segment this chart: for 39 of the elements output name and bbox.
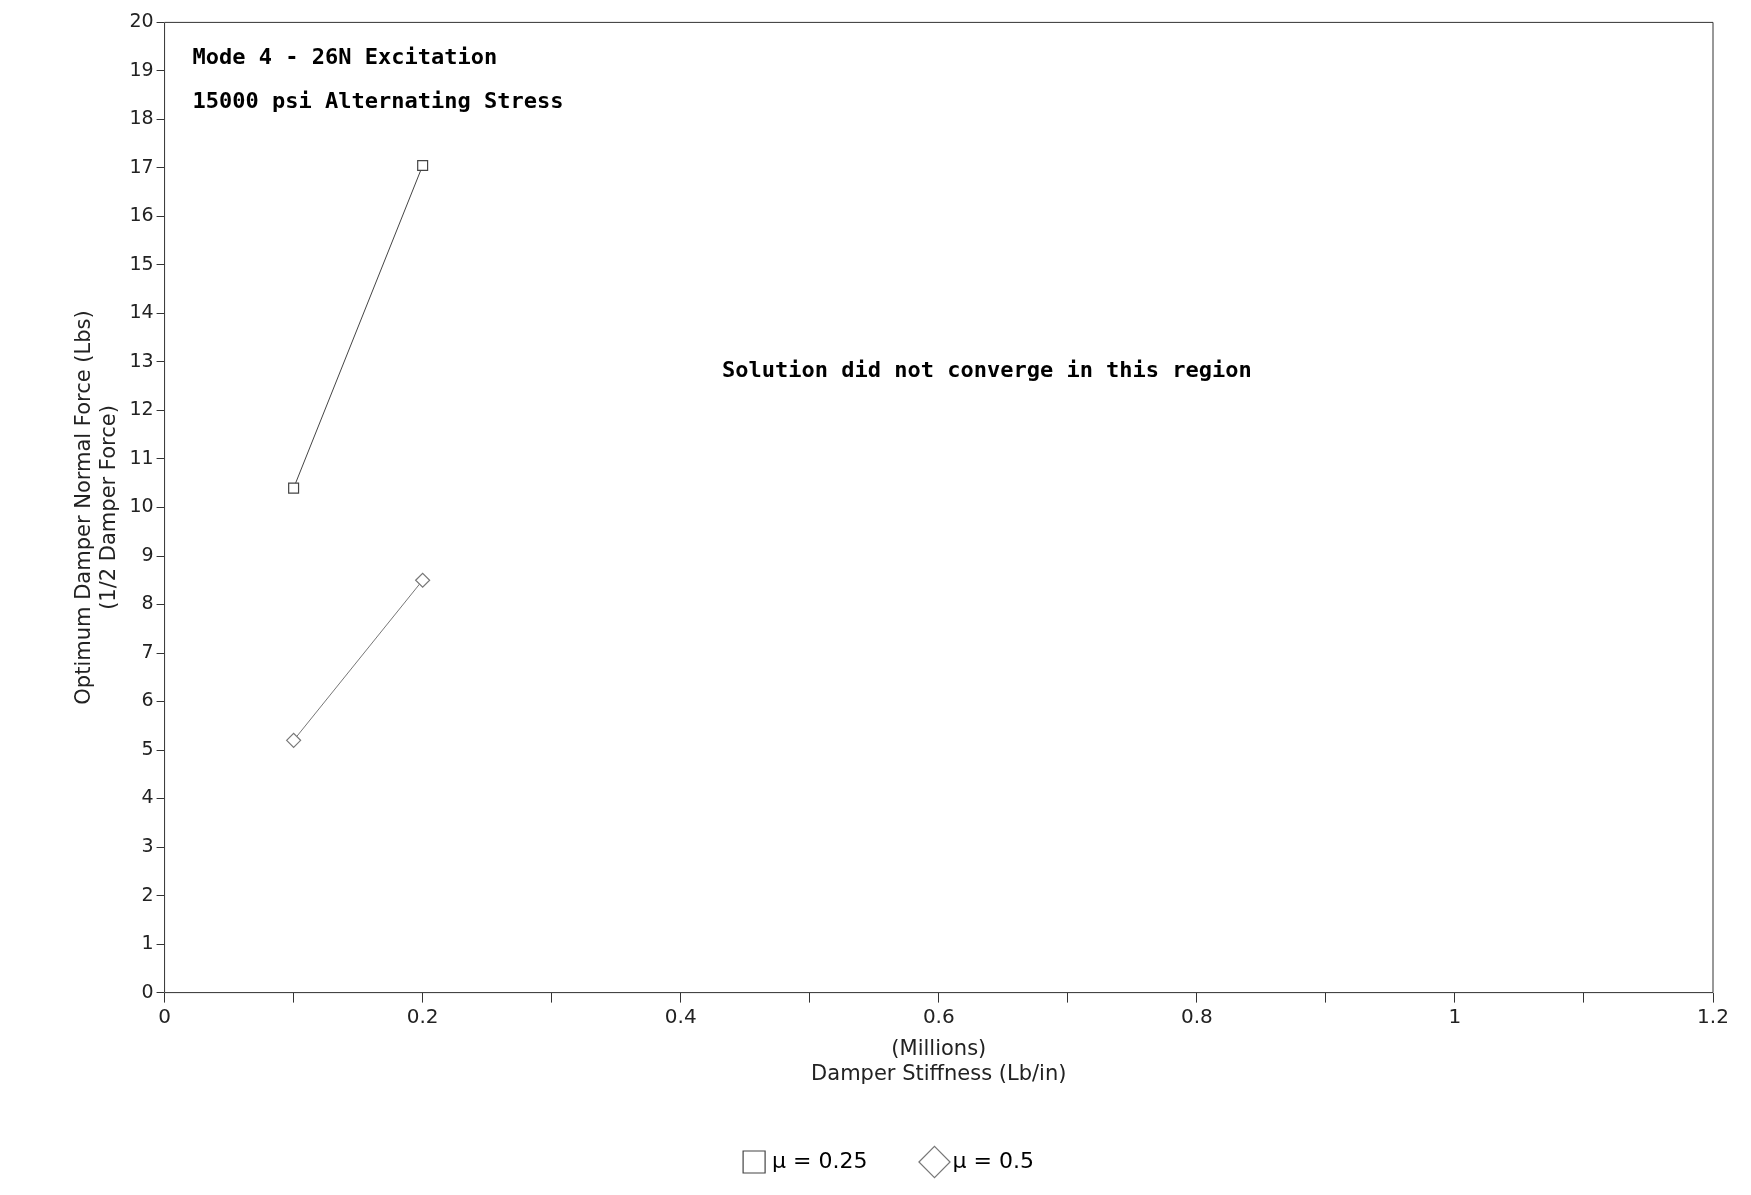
y-tick-label: 0: [141, 979, 154, 1002]
point: [288, 482, 300, 494]
point: [286, 732, 302, 748]
x-axis-title: (Millions) Damper Stiffness (Lb/in): [811, 1035, 1067, 1085]
x-tick-label: 1.2: [1697, 1003, 1729, 1028]
y-tick-label: 19: [129, 57, 154, 80]
y-tick-label: 10: [129, 494, 154, 517]
point: [415, 572, 431, 588]
x-tick-label: 0.8: [1180, 1003, 1213, 1028]
x-tick-label: 0.4: [664, 1003, 697, 1028]
y-tick-label: 13: [129, 348, 154, 371]
legend-label: μ = 0.25: [772, 1147, 868, 1173]
y-tick-label: 12: [129, 397, 154, 420]
y-tick-label: 18: [129, 106, 154, 129]
annotation: Solution did not converge in this region: [722, 357, 1252, 383]
y-tick-label: 16: [129, 203, 154, 226]
y-tick-label: 14: [129, 300, 154, 323]
y-tick-label: 17: [129, 154, 154, 177]
y-tick-label: 1: [141, 931, 154, 954]
x-tick-label: 0.2: [406, 1003, 439, 1028]
text: Mode 4 - 26N Excitation: [192, 44, 498, 70]
x-tick-label: 0.6: [922, 1003, 955, 1028]
legend-label: μ = 0.5: [952, 1147, 1034, 1173]
y-tick-label: 4: [141, 785, 154, 808]
y-tick-label: 7: [141, 639, 154, 662]
y-tick-label: 15: [129, 251, 154, 274]
text: 15000 psi Alternating Stress: [192, 88, 564, 114]
y-tick-label: 6: [141, 688, 154, 711]
y-tick-label: 2: [141, 882, 154, 905]
y-tick-label: 5: [141, 736, 154, 759]
x-tick-label: 1: [1448, 1003, 1462, 1028]
y-tick-label: 8: [141, 591, 154, 614]
y-tick-label: 9: [141, 542, 154, 565]
x-tick-label: 0: [158, 1003, 171, 1028]
point: [417, 159, 429, 172]
y-axis-title: Optimum Damper Normal Force (Lbs) (1/2 Damper Force): [71, 310, 121, 705]
y-tick-label: 20: [129, 9, 154, 32]
y-tick-label: 11: [129, 445, 154, 468]
y-tick-label: 3: [141, 834, 154, 857]
